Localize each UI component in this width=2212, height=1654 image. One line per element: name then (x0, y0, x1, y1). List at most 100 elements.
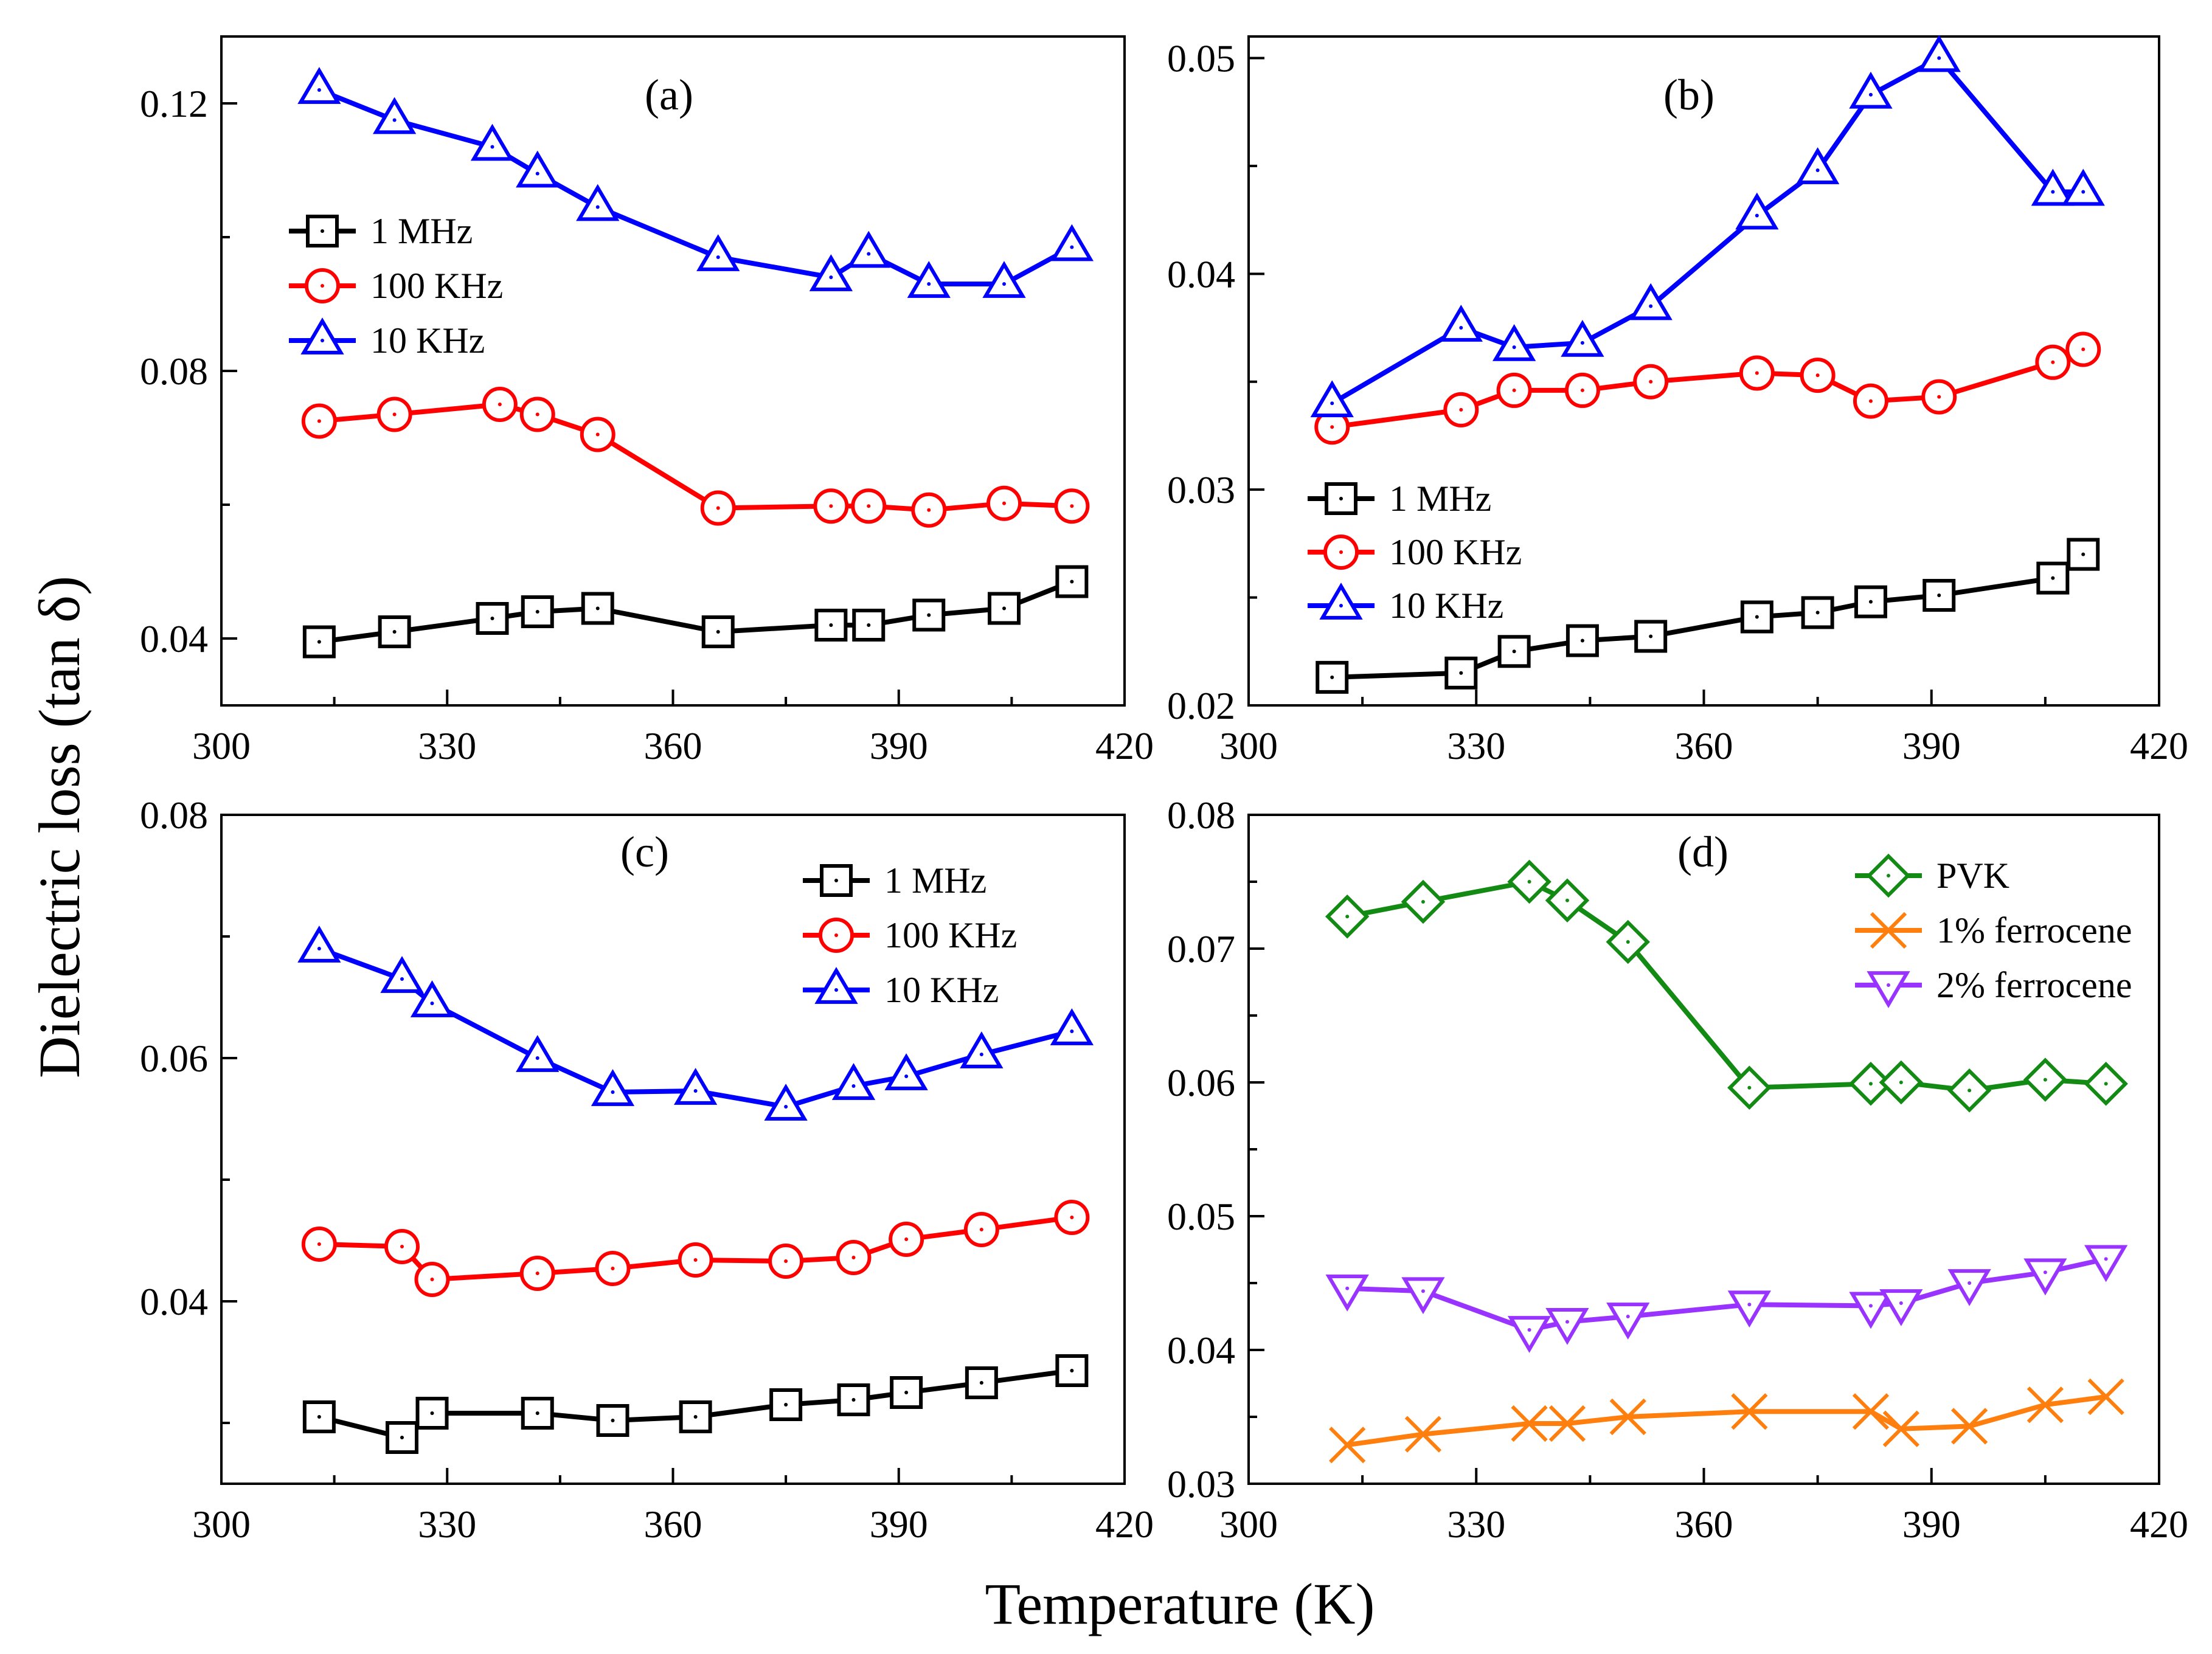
panel-b-series-3-point-shape (1917, 35, 1961, 72)
panel-a-series-3-point-dot (829, 275, 833, 279)
panel-b-series-1-point-dot (2051, 576, 2055, 580)
panel-c-legend-label: 100 KHz (884, 915, 1017, 955)
panel-b-legend-marker (1325, 482, 1357, 515)
panel-a-series-1-point (476, 602, 509, 635)
panel-d-series-3-point (1879, 1289, 1923, 1326)
panel-a-series-2-point-dot (317, 419, 321, 423)
panel-b-legend-marker-shape (1319, 583, 1363, 620)
panel-d-series-1-point-dot (1421, 900, 1425, 904)
panel-d-series-2-point-stroke-2 (1951, 1408, 1988, 1445)
panel-b-legend: 1 MHz 100 KHz 10 KHz (1308, 479, 1522, 626)
panel-c-series-2-point-dot (535, 1272, 539, 1275)
panel-b-series-3-point (1492, 324, 1536, 361)
panel-c-series-1-point-shape (415, 1397, 449, 1430)
panel-c-series-1-point (965, 1366, 998, 1399)
panel-a-legend-label: 100 KHz (370, 266, 503, 306)
panel-d-series-3-point-dot (1421, 1289, 1425, 1293)
panel-c-series-1-point-shape (302, 1400, 336, 1433)
panel-c-legend-marker (819, 918, 854, 953)
panel-c-legend: 1 MHz 100 KHz 10 KHz (803, 860, 1017, 1010)
panel-c-series-1-point-dot (693, 1415, 698, 1419)
panel-d-series-3-point (1606, 1303, 1650, 1340)
panel-d-series-2-point (1852, 1393, 1890, 1430)
panel-a-series-1-point-dot (595, 606, 600, 611)
panel-c-legend-marker-dot (834, 988, 838, 992)
panel-a-legend-marker (305, 268, 340, 303)
panel-a-series-1-point-dot (1002, 606, 1006, 611)
panel-a-series-1-point (1055, 565, 1089, 598)
panel-a-series-2-point-dot (867, 504, 871, 508)
panel-a-series-1-point (581, 592, 614, 625)
panel-b-series-2-point (1633, 364, 1669, 400)
panel-d-series-2-point (1511, 1405, 1548, 1442)
panel-a-series-1-point-dot (535, 610, 539, 614)
panel-d-series-2-point-stroke-2 (1329, 1427, 1366, 1464)
panel-b-series-3-point-dot (2051, 190, 2055, 194)
panel-d-series-1 (1325, 859, 2128, 1113)
panel-c-y-tick-label: 0.08 (140, 794, 208, 837)
panel-d-legend-marker-dot (1887, 983, 1890, 987)
panel-a-series-2-point-dot (927, 508, 931, 512)
panel-d-series-3-point-dot (1565, 1320, 1569, 1324)
panel-a-series-1-point-dot (927, 613, 931, 617)
panel-b-series-2-point (1921, 379, 1957, 415)
panel-a-series-2-point (301, 403, 337, 439)
panel-a-series-3-point (982, 261, 1026, 298)
panel-c-series-1-point-shape (386, 1421, 418, 1454)
panel-a-series-3-point-dot (1070, 245, 1074, 249)
panel-a-series-3-point (847, 230, 890, 268)
panel-d-series-1-point (1947, 1068, 1992, 1113)
panel-b-series-3-point-dot (1580, 341, 1584, 345)
panel-d-series-1-point-dot (1626, 940, 1630, 944)
panel-a-series-1-point (814, 609, 848, 642)
panel-d-series-1-point (1545, 878, 1590, 923)
panel-b-series-1-point-dot (1512, 649, 1516, 654)
panel-a-series-1-point (701, 615, 735, 648)
panel-b-series-1-point-shape (2067, 538, 2100, 571)
panel-d-series-3-point-dot (1899, 1301, 1903, 1305)
panel-d-y-tick-label: 0.08 (1167, 794, 1235, 837)
panel-d-series-2-point (1731, 1393, 1768, 1430)
panel-c-series-1-point (415, 1397, 449, 1430)
panel-a-series-1-point (912, 598, 946, 632)
panel-b-series-1-point-shape (1316, 660, 1349, 694)
panel-a-series-3-point-shape (516, 150, 560, 188)
panel-d-series-3-point-shape (1879, 1289, 1923, 1326)
panel-a-legend: 1 MHz 100 KHz 10 KHz (289, 211, 503, 361)
panel-c-x-tick-label: 390 (870, 1503, 928, 1546)
panel-b-series-1-point-shape (1565, 624, 1599, 657)
panel-d-series-3-point-dot (2043, 1270, 2047, 1275)
panel-a-series-1-point-dot (317, 640, 321, 644)
panel-c-series-1-point-dot (535, 1411, 539, 1415)
panel-a-x-tick-label: 360 (644, 724, 702, 767)
panel-c-series-3-point-dot (400, 977, 404, 981)
y-axis-title: Dielectric loss (tan δ) (27, 576, 92, 1078)
panel-b-series-3-point (1795, 147, 1840, 184)
panel-c-series-3-point-dot (535, 1056, 539, 1060)
panel-d-y-tick-label: 0.05 (1167, 1195, 1235, 1238)
panel-a-series-3-point-dot (867, 252, 871, 256)
panel-d-series-2-point (1882, 1410, 1919, 1447)
panel-d-y-tick-label: 0.03 (1167, 1462, 1235, 1506)
panel-b-series-2-point-dot (1580, 388, 1584, 392)
panel-c-series-3-point (380, 956, 424, 993)
panel-a-series-2-point-dot (829, 504, 833, 508)
panel-b-series-3-point (1310, 380, 1354, 418)
panel-b-series-3-point-dot (1755, 213, 1759, 218)
panel-b-label: (b) (1663, 71, 1714, 119)
panel-b-series-1-point (1316, 660, 1349, 694)
panel-c-series-1-point-dot (317, 1415, 321, 1419)
panel-c-series-1-point-dot (400, 1436, 404, 1439)
panel-a-series-1-point-shape (1055, 565, 1089, 598)
panel-a-series-1-point (378, 615, 411, 648)
panel-d-series-2 (1329, 1378, 2124, 1464)
panel-b-series-1-point (1444, 656, 1478, 690)
panel-c-series-1-point (302, 1400, 336, 1433)
panel-c-y-tick-label: 0.04 (140, 1280, 208, 1323)
panel-b-series-3-point-dot (1937, 56, 1941, 60)
panel-c-series-2-point-dot (979, 1228, 983, 1231)
panel-b-series-3-point (1561, 319, 1604, 357)
panel-c-series-3-point-dot (430, 1002, 434, 1005)
panel-b-series-2-point (1739, 355, 1775, 391)
